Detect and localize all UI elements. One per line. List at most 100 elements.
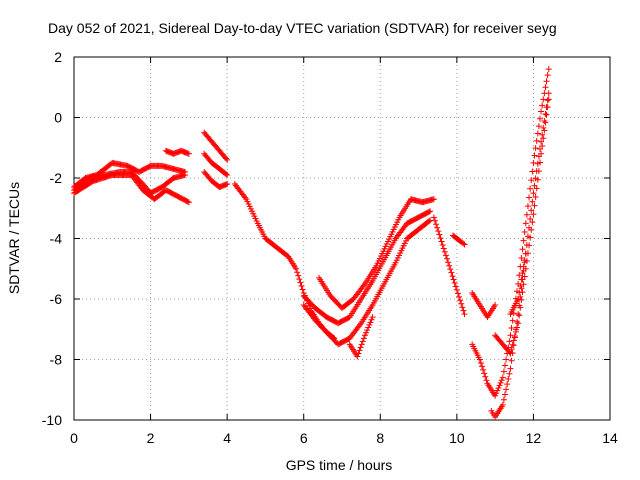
data-point-marker: [536, 159, 543, 166]
data-point-marker: [476, 356, 483, 363]
x-tick-label: 0: [70, 430, 78, 446]
data-point-marker: [457, 297, 464, 304]
data-point-marker: [524, 203, 531, 210]
data-point-marker: [430, 214, 437, 221]
data-point-marker: [507, 365, 514, 372]
data-point-marker: [480, 366, 487, 373]
data-point-marker: [533, 185, 540, 192]
data-point-marker: [538, 150, 545, 157]
data-point-marker: [527, 234, 534, 241]
data-point-marker: [500, 396, 507, 403]
data-point-marker: [297, 279, 304, 286]
data-point-marker: [526, 242, 533, 249]
data-point-marker: [450, 276, 457, 283]
data-point-marker: [542, 84, 549, 91]
data-point-marker: [520, 237, 527, 244]
data-point-marker: [361, 332, 368, 339]
data-point-marker: [448, 269, 455, 276]
data-point-marker: [223, 155, 230, 162]
data-point-marker: [528, 207, 535, 214]
series-track-c: [71, 171, 192, 206]
y-axis-title: SDTVAR / TECUs: [6, 182, 22, 294]
series-track-l: [430, 214, 468, 318]
data-point-marker: [299, 286, 306, 293]
data-point-marker: [501, 391, 508, 398]
data-point-marker: [499, 401, 506, 408]
data-point-marker: [544, 72, 551, 79]
data-point-marker: [509, 341, 516, 348]
x-tick-label: 12: [526, 430, 542, 446]
data-point-marker: [545, 66, 552, 73]
data-point-marker: [224, 156, 231, 163]
data-point-marker: [223, 171, 230, 178]
series-track-a: [71, 159, 189, 191]
data-point-marker: [523, 211, 530, 218]
data-point-marker: [515, 320, 522, 327]
x-tick-label: 6: [300, 430, 308, 446]
data-point-marker: [437, 235, 444, 242]
data-point-marker: [295, 272, 302, 279]
data-point-marker: [445, 259, 452, 266]
series-track-i: [300, 217, 434, 348]
data-point-marker: [506, 349, 513, 356]
data-point-marker: [506, 338, 513, 345]
series-track-j: [300, 208, 434, 327]
data-point-marker: [507, 332, 514, 339]
chart-title: Day 052 of 2021, Sidereal Day-to-day VTE…: [48, 20, 557, 36]
data-point-marker: [368, 316, 375, 323]
data-point-marker: [540, 135, 547, 142]
data-point-marker: [527, 185, 534, 192]
data-point-marker: [536, 115, 543, 122]
y-tick-label: -4: [50, 231, 63, 247]
data-point-marker: [359, 338, 366, 345]
data-point-marker: [358, 341, 365, 348]
data-point-marker: [545, 90, 552, 97]
data-point-marker: [542, 111, 549, 118]
series-segment-s: [507, 250, 529, 318]
data-point-marker: [447, 266, 454, 273]
data-point-marker: [492, 392, 499, 399]
data-point-marker: [363, 329, 370, 336]
data-point-marker: [479, 363, 486, 370]
data-point-marker: [456, 293, 463, 300]
series-track-r: [492, 96, 552, 357]
data-point-marker: [528, 226, 535, 233]
data-point-marker: [224, 171, 231, 178]
data-point-marker: [516, 272, 523, 279]
series-segment-d: [162, 147, 192, 157]
x-tick-label: 4: [223, 430, 231, 446]
data-point-marker: [435, 228, 442, 235]
x-tick-label: 2: [147, 430, 155, 446]
data-point-marker: [535, 168, 542, 175]
data-point-marker: [541, 127, 548, 134]
data-point-marker: [516, 289, 523, 296]
series-segment-f: [201, 150, 231, 178]
x-tick-label: 10: [449, 430, 465, 446]
data-point-marker: [510, 337, 517, 344]
data-point-marker: [481, 370, 488, 377]
data-point-marker: [354, 353, 361, 360]
data-point-marker: [511, 333, 518, 340]
data-point-marker: [461, 241, 468, 248]
data-point-marker: [531, 202, 538, 209]
data-point-marker: [506, 370, 513, 377]
data-point-marker: [544, 97, 551, 104]
y-tick-label: 2: [54, 49, 62, 65]
data-point-marker: [449, 273, 456, 280]
series-track-k: [316, 196, 437, 312]
data-point-marker: [434, 224, 441, 231]
data-point-marker: [531, 152, 538, 159]
data-point-marker: [293, 265, 300, 272]
data-point-marker: [514, 324, 521, 331]
series-segment-e: [201, 129, 231, 163]
data-point-marker: [438, 238, 445, 245]
data-point-marker: [298, 283, 305, 290]
data-point-marker: [493, 390, 500, 397]
data-point-marker: [296, 276, 303, 283]
data-point-marker: [460, 240, 467, 247]
data-point-marker: [451, 280, 458, 287]
data-point-marker: [366, 321, 373, 328]
data-point-marker: [365, 324, 372, 331]
